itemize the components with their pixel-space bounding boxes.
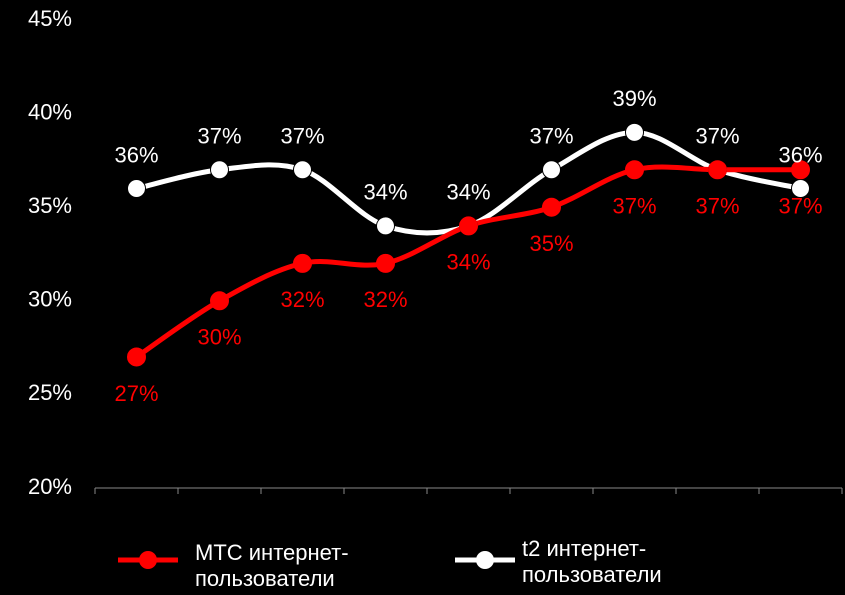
data-label: 32%	[363, 287, 407, 312]
marker	[293, 160, 312, 180]
data-label: 35%	[529, 231, 573, 256]
legend-marker	[139, 551, 157, 569]
marker	[376, 253, 395, 273]
marker	[459, 216, 478, 236]
data-label: 37%	[778, 194, 822, 219]
marker	[708, 160, 727, 180]
y-tick-label: 35%	[28, 193, 72, 218]
data-label: 37%	[197, 124, 241, 149]
marker	[625, 122, 644, 142]
marker	[293, 253, 312, 273]
marker	[791, 178, 810, 198]
y-tick-label: 40%	[28, 99, 72, 124]
legend-label: t2 интернет-пользователи	[522, 536, 662, 587]
data-label: 37%	[280, 124, 324, 149]
marker	[625, 160, 644, 180]
data-label: 34%	[446, 250, 490, 275]
data-label: 32%	[280, 287, 324, 312]
y-tick-label: 30%	[28, 287, 72, 312]
data-label: 37%	[612, 194, 656, 219]
marker	[542, 160, 561, 180]
data-label: 34%	[363, 180, 407, 205]
data-label: 37%	[695, 124, 739, 149]
data-label: 37%	[695, 194, 739, 219]
y-tick-label: 45%	[28, 6, 72, 31]
legend-label: МТС интернет-пользователи	[195, 540, 349, 591]
marker	[127, 178, 146, 198]
marker	[376, 216, 395, 236]
marker	[542, 197, 561, 217]
data-label: 37%	[529, 124, 573, 149]
y-tick-label: 20%	[28, 474, 72, 499]
data-label: 39%	[612, 86, 656, 111]
data-label: 36%	[114, 142, 158, 167]
marker	[791, 160, 810, 180]
marker	[210, 160, 229, 180]
data-label: 27%	[114, 381, 158, 406]
data-label: 36%	[778, 142, 822, 167]
marker	[210, 291, 229, 311]
marker	[127, 347, 146, 367]
data-label: 30%	[197, 325, 241, 350]
y-tick-label: 25%	[28, 380, 72, 405]
legend-marker	[476, 551, 494, 569]
data-label: 34%	[446, 180, 490, 205]
